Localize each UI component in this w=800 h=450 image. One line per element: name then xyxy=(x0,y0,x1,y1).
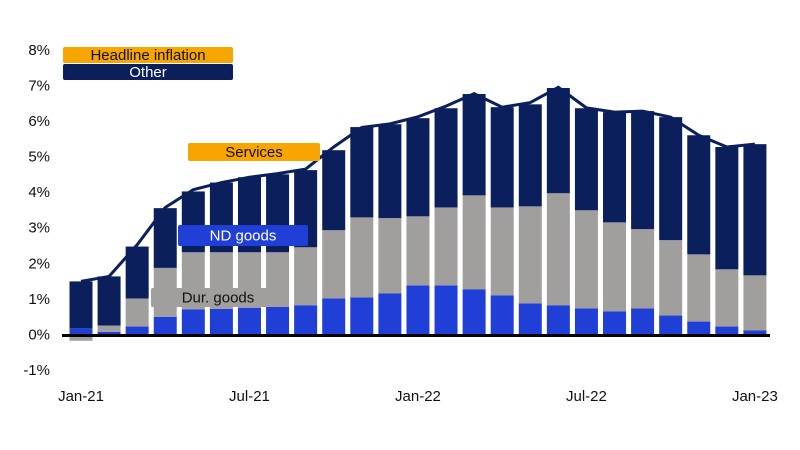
y-tick-label: 2% xyxy=(28,255,50,272)
y-tick-label: 6% xyxy=(28,113,50,130)
y-tick-label: 5% xyxy=(28,149,50,166)
legend-box xyxy=(178,225,308,246)
bar-segment xyxy=(546,305,570,336)
bar-segment xyxy=(743,275,767,331)
bar-segment xyxy=(125,326,149,336)
bar-segment xyxy=(322,230,346,299)
legend-box xyxy=(63,64,233,80)
y-tick-label: 3% xyxy=(28,220,50,237)
bar-segment xyxy=(153,208,177,268)
bar-segment xyxy=(631,111,655,230)
bar-segment xyxy=(69,281,93,329)
bar-segment xyxy=(434,207,458,286)
bar-segment xyxy=(518,303,542,336)
bar-segment xyxy=(350,127,374,218)
bar-segment xyxy=(715,326,739,336)
y-tick-label: -1% xyxy=(23,362,50,379)
legend-label: Services xyxy=(225,144,283,161)
y-tick-label: 0% xyxy=(28,326,50,343)
bar-segment xyxy=(603,311,627,336)
x-tick-label: Jan-23 xyxy=(732,388,778,405)
y-tick-label: 1% xyxy=(28,291,50,308)
bar-segment xyxy=(715,147,739,270)
x-tick-label: Jan-22 xyxy=(395,388,441,405)
legend-label: Other xyxy=(129,64,167,81)
legend-label: Dur. goods xyxy=(182,289,255,306)
bar-segment xyxy=(546,87,570,194)
y-tick-label: 7% xyxy=(28,78,50,95)
x-tick-label: Jul-21 xyxy=(229,388,270,405)
bar-segment xyxy=(574,308,598,336)
bar-segment xyxy=(97,331,121,336)
bar-segment xyxy=(546,193,570,306)
bar-segment xyxy=(659,240,683,316)
bar-segment xyxy=(687,254,711,322)
bar-segment xyxy=(434,285,458,336)
bar-segment xyxy=(350,217,374,298)
bar-segment xyxy=(603,112,627,223)
bar-segment xyxy=(322,150,346,231)
bar-segment xyxy=(518,104,542,207)
bar-segment xyxy=(350,297,374,336)
bar-segment xyxy=(294,247,318,306)
bar-segment xyxy=(153,316,177,336)
bar-segment xyxy=(490,207,514,296)
bar-segment xyxy=(603,222,627,312)
bar-segment xyxy=(574,210,598,309)
bar-segment xyxy=(490,295,514,336)
legend-box xyxy=(188,143,320,161)
bar-segment xyxy=(743,330,767,336)
bar-segment xyxy=(406,118,430,217)
headline-line xyxy=(80,85,756,283)
bar-segment xyxy=(406,285,430,336)
legend-box xyxy=(151,288,285,307)
bar-segment xyxy=(237,307,261,336)
legend-label: Headline inflation xyxy=(90,47,205,64)
x-tick-label: Jan-21 xyxy=(58,388,104,405)
bar-segment xyxy=(462,195,486,290)
bar-segment xyxy=(574,108,598,211)
bar-segment xyxy=(687,135,711,255)
bar-segment xyxy=(378,293,402,336)
bar-segment xyxy=(209,308,233,336)
bar-segment xyxy=(659,117,683,241)
bar-segment xyxy=(715,269,739,327)
bar-segment xyxy=(490,107,514,208)
bar-segment xyxy=(434,108,458,208)
bar-segment xyxy=(631,229,655,309)
bar-segment xyxy=(518,206,542,304)
bar-segment xyxy=(181,309,205,336)
bar-segment xyxy=(69,335,93,341)
y-tick-label: 4% xyxy=(28,184,50,201)
x-tick-label: Jul-22 xyxy=(566,388,607,405)
bar-segment xyxy=(378,124,402,219)
bar-segment xyxy=(69,328,93,336)
bar-segment xyxy=(631,308,655,336)
bar-segment xyxy=(462,94,486,196)
bar-segment xyxy=(266,307,290,336)
legend-label: ND goods xyxy=(210,227,277,244)
bar-segment xyxy=(125,298,149,327)
bar-segment xyxy=(97,276,121,326)
bar-segment xyxy=(322,298,346,336)
bar-segment xyxy=(462,289,486,336)
bar-segment xyxy=(406,216,430,286)
bar-segment xyxy=(659,315,683,336)
bar-segment xyxy=(378,218,402,294)
bar-segment xyxy=(97,325,121,332)
y-tick-label: 8% xyxy=(28,42,50,59)
bar-segment xyxy=(125,246,149,299)
legend-box xyxy=(63,47,233,63)
bar-segment xyxy=(743,144,767,276)
bar-segment xyxy=(294,305,318,336)
bar-segment xyxy=(687,321,711,336)
